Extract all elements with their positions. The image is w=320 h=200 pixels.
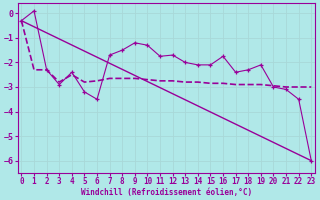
X-axis label: Windchill (Refroidissement éolien,°C): Windchill (Refroidissement éolien,°C) [81, 188, 252, 197]
